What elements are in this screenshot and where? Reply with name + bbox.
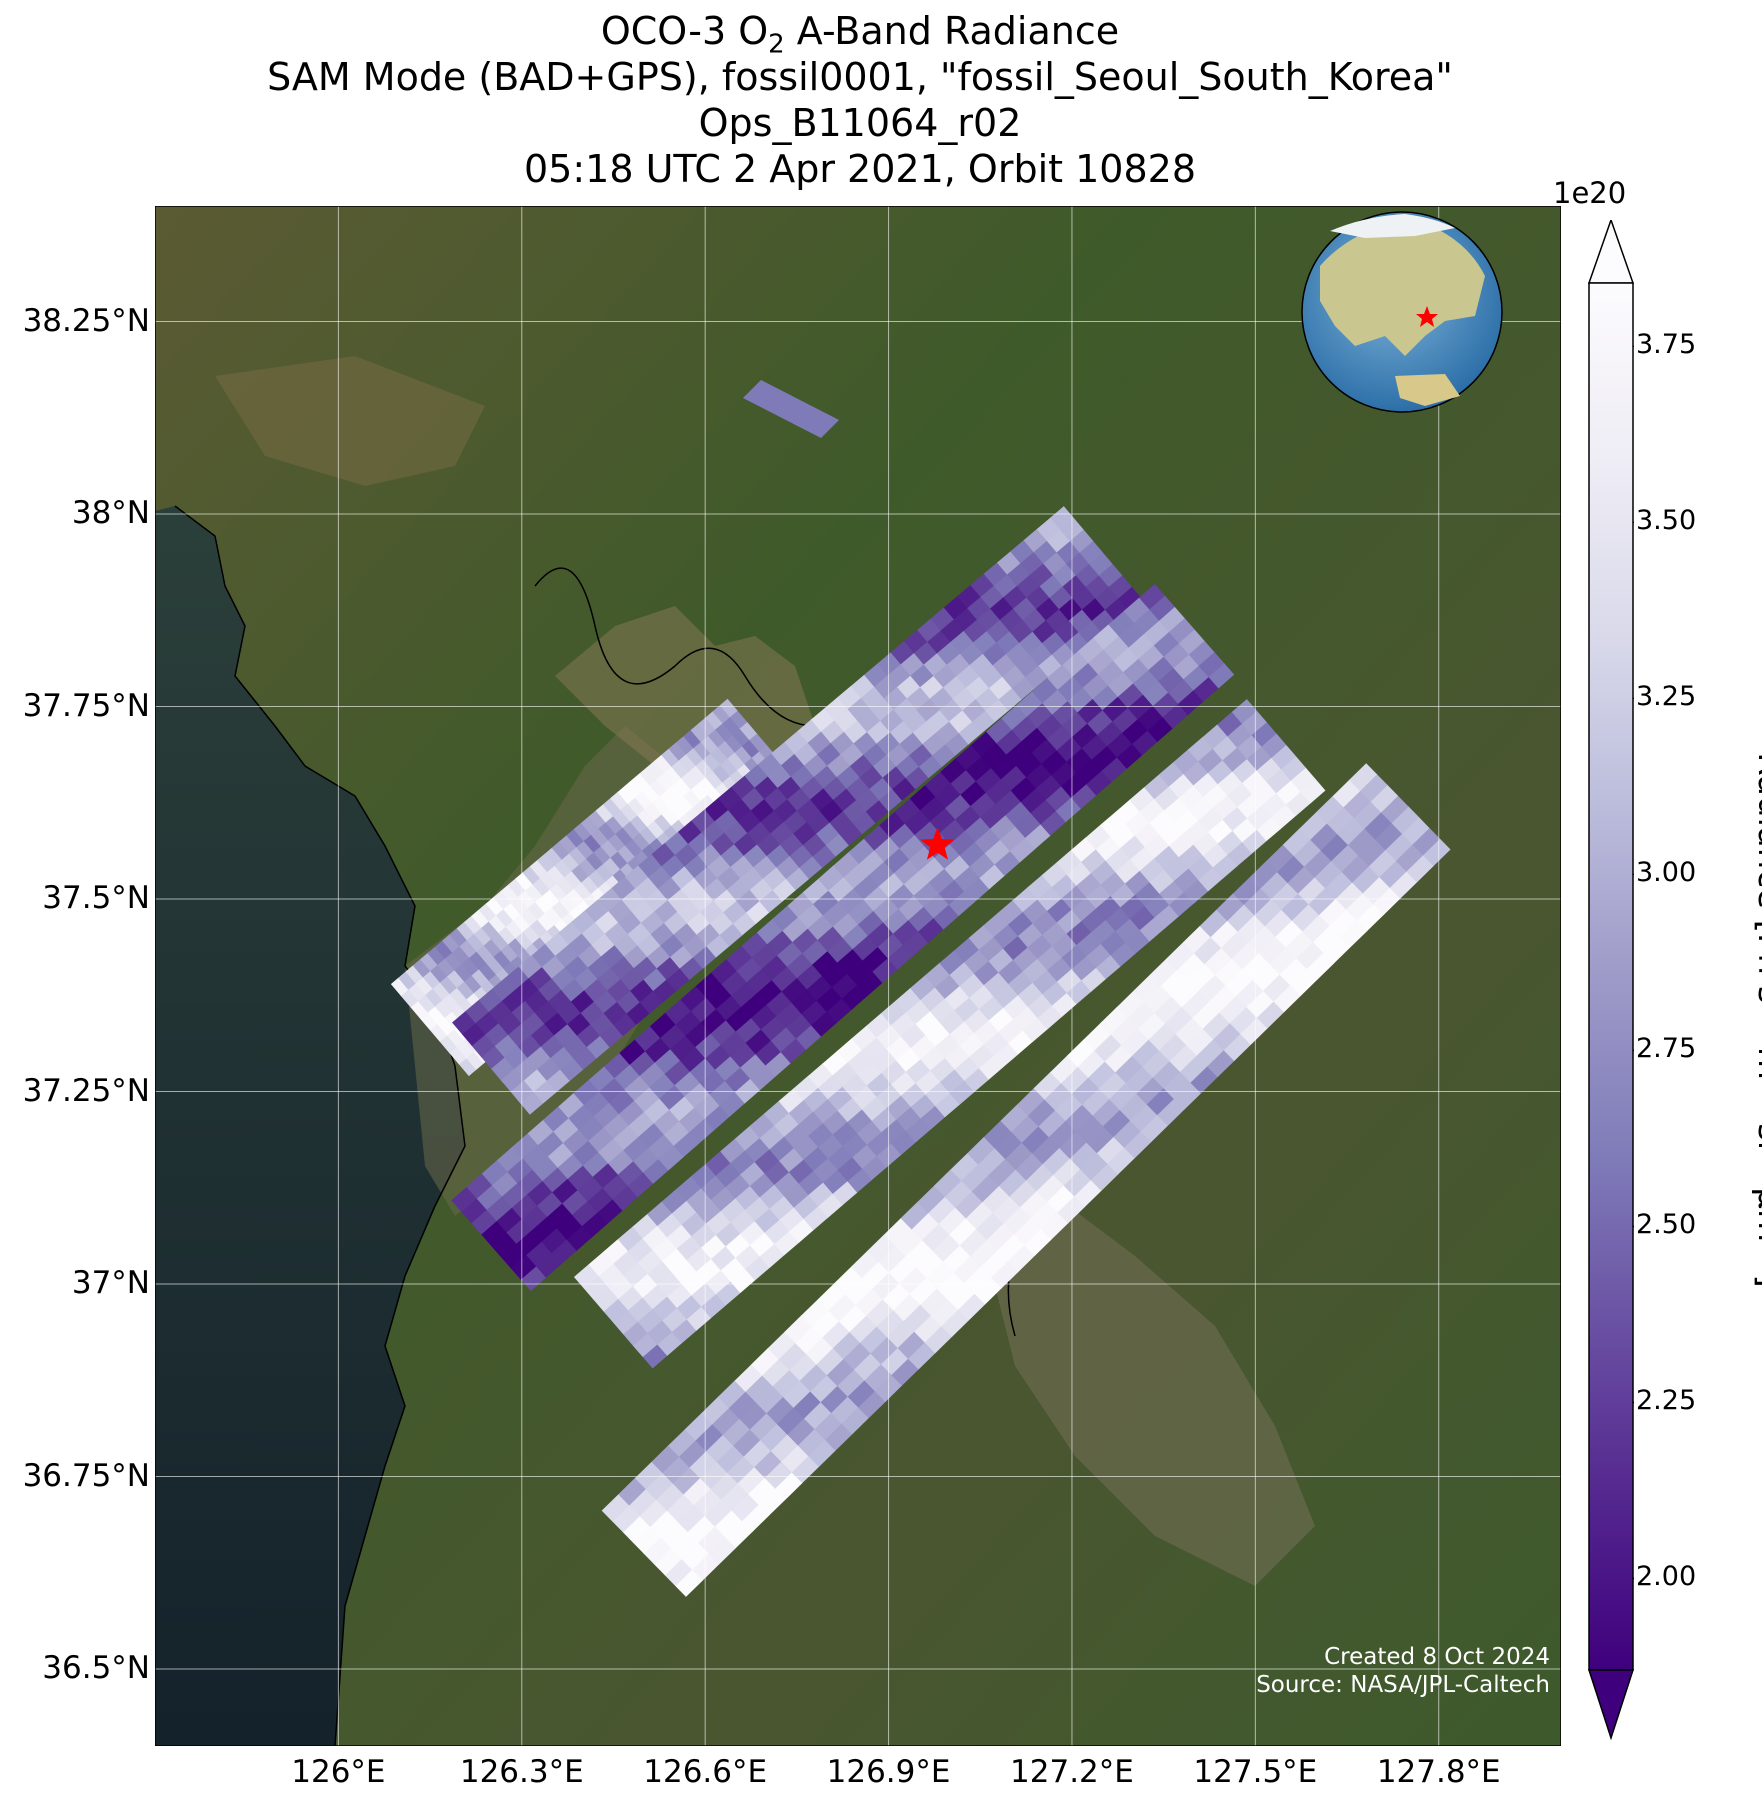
longitude-tick-label: 127.5°E [1193,1754,1318,1790]
longitude-tick-label: 126.9°E [826,1754,951,1790]
latitude-tick-label: 36.5°N [42,1650,150,1686]
target-marker [920,827,955,860]
map-title-line4: 05:18 UTC 2 Apr 2021, Orbit 10828 [523,147,1196,191]
satellite-map [155,206,1561,1746]
farmland-area [215,356,485,486]
credit-source: Source: NASA/JPL-Caltech [1256,1672,1550,1698]
colorbar-extend-min [1588,1669,1634,1741]
colorbar-tick-label: 3.25 [1636,681,1697,713]
inset-globe [1301,211,1503,413]
yellow-sea [155,506,465,1746]
latitude-tick-label: 37°N [71,1265,150,1301]
globe-asia-land [1320,220,1485,356]
map-title-line2: SAM Mode (BAD+GPS), fossil0001, "fossil_… [267,55,1453,99]
longitude-tick-label: 126°E [291,1754,386,1790]
radiance-footprint [1050,506,1074,530]
colorbar-extend-max [1588,220,1634,284]
colorbar-tick-label: 2.50 [1636,1209,1697,1241]
colorbar-ticks [1633,345,1634,1580]
latitude-tick-label: 36.75°N [22,1457,150,1494]
colorbar-title: Radiance [Ph s−1 m−2 sr−1μm−1] [1749,752,1762,1288]
colorbar-tick-label: 3.00 [1636,857,1697,889]
radiance-footprint [1231,699,1258,724]
seoul-star-marker [920,827,955,860]
latitude-tick-label: 38.25°N [22,302,150,339]
longitude-tick-label: 127.8°E [1376,1754,1501,1790]
latitude-tick-label: 37.25°N [22,1072,150,1109]
map-gridlines [155,206,1561,1746]
colorbar-tick-label: 3.75 [1636,329,1697,361]
longitude-tick-label: 127.2°E [1010,1754,1134,1790]
globe-australia-land [1395,374,1460,406]
radiance-footprint [1349,763,1378,792]
credit-created: Created 8 Oct 2024 [1324,1644,1550,1670]
colorbar-exponent: 1e20 [1553,176,1627,210]
longitude-tick-label: 126.6°E [643,1754,768,1790]
radiance-footprint [719,698,738,718]
radiance-swaths [390,380,1451,1597]
longitude-tick-label: 126.3°E [459,1754,584,1790]
latitude-tick-label: 37.5°N [42,880,150,916]
colorbar-tick-label: 3.50 [1636,505,1697,537]
latitude-tick-label: 37.75°N [22,687,150,724]
globe-arctic-ice [1330,214,1455,238]
map-title-line3: Ops_B11064_r02 [698,101,1022,145]
colorbar-tick-label: 2.00 [1636,1561,1697,1593]
colorbar-gradient [1588,282,1634,1671]
latitude-tick-label: 38°N [71,495,150,531]
colorbar [1588,220,1634,1741]
globe-star-marker [1416,306,1438,327]
colorbar-tick-label: 2.75 [1636,1033,1697,1065]
colorbar-tick-label: 2.25 [1636,1385,1697,1417]
radiance-swath-fragment [743,380,839,438]
map-title-line1: OCO-3 O2 A-Band Radiance [600,9,1120,60]
urban-area [975,1196,1315,1586]
radiance-footprint [1138,583,1166,610]
